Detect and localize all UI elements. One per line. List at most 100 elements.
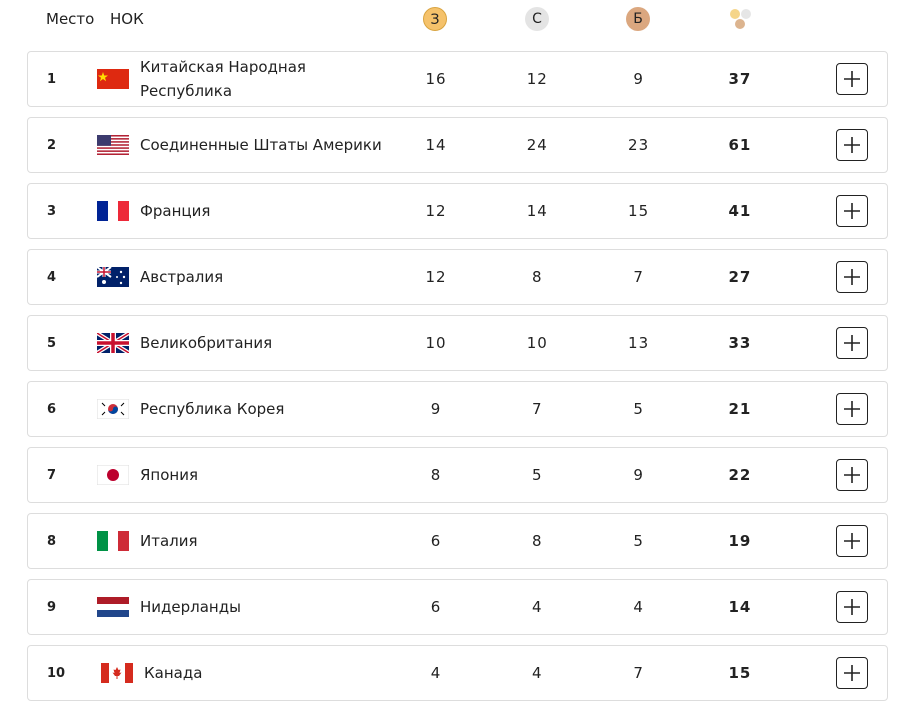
silver-count: 4 — [532, 598, 543, 616]
silver-count: 8 — [532, 532, 543, 550]
rank: 7 — [47, 467, 57, 483]
gold-count: 9 — [430, 400, 442, 418]
country-name: Австралия — [140, 268, 224, 286]
rank: 4 — [47, 269, 57, 285]
plus-icon — [844, 137, 860, 153]
bronze-count: 13 — [628, 334, 650, 352]
bronze-count: 7 — [633, 268, 644, 286]
gold-count: 6 — [430, 598, 442, 616]
country-name: Нидерланды — [140, 598, 241, 616]
bronze-count: 15 — [628, 202, 650, 220]
silver-count: 5 — [532, 466, 543, 484]
gold-count: 8 — [430, 466, 442, 484]
silver-count: 24 — [526, 136, 548, 154]
total-count: 27 — [728, 268, 752, 286]
table-row: 4 Австралия 12 8 7 27 — [27, 249, 888, 305]
expand-button[interactable] — [836, 525, 868, 557]
silver-count: 7 — [532, 400, 543, 418]
bronze-count: 23 — [628, 136, 650, 154]
bronze-count: 9 — [633, 466, 644, 484]
rank-header: Место — [46, 10, 95, 28]
expand-button[interactable] — [836, 393, 868, 425]
silver-count: 10 — [526, 334, 548, 352]
table-row: 3 Франция 12 14 15 41 — [27, 183, 888, 239]
country-name: Китайская Народная Республика — [140, 58, 306, 100]
gold-count: 10 — [425, 334, 447, 352]
flag — [97, 531, 129, 551]
bronze-count: 5 — [633, 400, 644, 418]
gold-count: 12 — [425, 268, 447, 286]
table-row: 2 Соединенные Штаты Америки 14 24 23 61 — [27, 117, 888, 173]
total-count: 21 — [728, 400, 752, 418]
expand-button[interactable] — [836, 459, 868, 491]
table-row: 5 Великобритания 10 10 13 33 — [27, 315, 888, 371]
gold-count: 14 — [425, 136, 447, 154]
expand-button[interactable] — [836, 327, 868, 359]
expand-button[interactable] — [836, 129, 868, 161]
plus-icon — [844, 269, 860, 285]
country-name: Италия — [140, 532, 198, 550]
expand-button[interactable] — [836, 657, 868, 689]
gold-count: 12 — [425, 202, 447, 220]
table-row: 1 Китайская Народная Республика 16 12 9 37 — [27, 51, 888, 107]
country-name: Канада — [144, 664, 203, 682]
plus-icon — [844, 533, 860, 549]
total-count: 33 — [728, 334, 752, 352]
country-name: Соединенные Штаты Америки — [140, 136, 382, 154]
silver-count: 8 — [532, 268, 543, 286]
total-count: 19 — [728, 532, 752, 550]
total-count: 61 — [728, 136, 752, 154]
country-name: Франция — [140, 202, 211, 220]
flag — [97, 597, 129, 617]
bronze-count: 4 — [633, 598, 644, 616]
gold-header: З — [423, 7, 447, 31]
rank: 2 — [47, 137, 57, 153]
flag — [97, 399, 129, 419]
flag — [97, 267, 129, 287]
bronze-count: 9 — [633, 70, 644, 88]
expand-button[interactable] — [836, 63, 868, 95]
rank: 3 — [47, 203, 57, 219]
plus-icon — [844, 401, 860, 417]
country-name: Республика Корея — [140, 400, 285, 418]
noc-header: НОК — [110, 10, 144, 28]
total-icon — [730, 9, 751, 29]
table-row: 9 Нидерланды 6 4 4 14 — [27, 579, 888, 635]
plus-icon — [844, 203, 860, 219]
plus-icon — [844, 665, 860, 681]
rank: 8 — [47, 533, 57, 549]
silver-count: 14 — [526, 202, 548, 220]
silver-count: 12 — [526, 70, 548, 88]
plus-icon — [844, 335, 860, 351]
table-row: 7 Япония 8 5 9 22 — [27, 447, 888, 503]
flag — [97, 201, 129, 221]
table-row: 10 Канада 4 4 7 15 — [27, 645, 888, 701]
total-count: 37 — [728, 70, 752, 88]
flag — [97, 333, 129, 353]
expand-button[interactable] — [836, 261, 868, 293]
table-row: 6 Республика Корея 9 7 5 21 — [27, 381, 888, 437]
bronze-header: Б — [626, 7, 650, 31]
flag — [97, 465, 129, 485]
flag — [97, 135, 129, 155]
gold-count: 16 — [425, 70, 447, 88]
rank: 1 — [47, 71, 57, 87]
gold-count: 4 — [430, 664, 442, 682]
silver-count: 4 — [532, 664, 543, 682]
country-name: Великобритания — [140, 334, 273, 352]
plus-icon — [844, 599, 860, 615]
silver-header: С — [525, 7, 549, 31]
rank: 10 — [47, 665, 66, 681]
expand-button[interactable] — [836, 591, 868, 623]
table-row: 8 Италия 6 8 5 19 — [27, 513, 888, 569]
flag — [101, 663, 133, 683]
total-count: 22 — [728, 466, 752, 484]
total-count: 41 — [728, 202, 752, 220]
flag — [97, 69, 129, 89]
total-count: 15 — [728, 664, 752, 682]
bronze-count: 7 — [633, 664, 644, 682]
expand-button[interactable] — [836, 195, 868, 227]
country-name: Япония — [140, 466, 198, 484]
gold-count: 6 — [430, 532, 442, 550]
